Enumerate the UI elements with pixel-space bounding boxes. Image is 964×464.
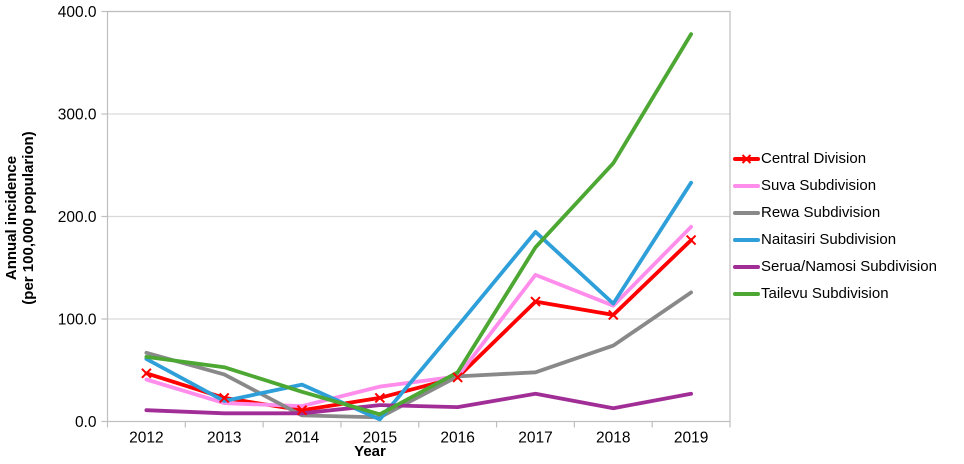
- legend-label: Suva Subdivision: [761, 177, 877, 194]
- series-line-central-division: [144, 238, 693, 413]
- x-marker-central-division: [685, 234, 697, 246]
- legend-line: [733, 264, 760, 269]
- x-tick-label: 2013: [207, 430, 241, 447]
- x-tick-label: 2014: [285, 430, 320, 447]
- series-line-rewa-subdivision: [144, 290, 693, 420]
- x-marker-central-division: [374, 392, 386, 404]
- x-marker-central-division: [141, 368, 152, 379]
- legend-swatch-suva-subdivision: [733, 181, 760, 191]
- x-marker-central-division: [296, 405, 308, 416]
- legend-item-rewa-subdivision: Rewa Subdivision: [733, 199, 937, 226]
- legend-label: Naitasiri Subdivision: [761, 231, 897, 248]
- x-marker-central-division: [452, 372, 463, 383]
- y-tick-label: 300.0: [58, 107, 97, 124]
- legend-swatch-rewa-subdivision: [733, 208, 760, 218]
- y-tick-label: 400.0: [58, 4, 97, 21]
- legend-label: Tailevu Subdivision: [761, 285, 889, 302]
- legend-item-naitasiri-subdivision: Naitasiri Subdivision: [733, 226, 937, 253]
- y-tick-label: 0.0: [75, 414, 97, 431]
- x-tick-label: 2015: [363, 430, 397, 447]
- legend-line: [733, 210, 760, 215]
- y-axis-title-line2: (per 100,000 popularion): [20, 131, 37, 305]
- legend-item-tailevu-subdivision: Tailevu Subdivision: [733, 280, 937, 307]
- series-line-serua-namosi-subdivision: [144, 391, 693, 416]
- legend-line: [733, 183, 760, 188]
- legend-label: Serua/Namosi Subdivision: [761, 258, 937, 275]
- legend-item-suva-subdivision: Suva Subdivision: [733, 172, 937, 199]
- legend-label: Central Division: [761, 150, 867, 167]
- legend-swatch-serua-namosi-subdivision: [733, 262, 760, 272]
- legend-swatch-central-division: [733, 153, 760, 164]
- x-marker-central-division: [608, 309, 619, 321]
- x-axis-title: Year: [354, 443, 386, 460]
- y-axis-title-line1: Annual incidence: [3, 155, 20, 281]
- series-line-suva-subdivision: [144, 224, 693, 409]
- y-axis-title: Annual incidence (per 100,000 popularion…: [3, 12, 43, 424]
- x-tick-label: 2016: [440, 430, 474, 447]
- series-line-naitasiri-subdivision: [144, 180, 693, 422]
- y-tick-label: 100.0: [58, 312, 97, 329]
- legend-swatch-naitasiri-subdivision: [733, 235, 760, 245]
- y-tick-label: 200.0: [58, 209, 97, 226]
- x-tick-label: 2019: [674, 430, 708, 447]
- legend: Central Division Suva Subdivision Rewa Sub…: [733, 145, 937, 307]
- legend-x-marker-icon: [741, 153, 752, 164]
- series-line-tailevu-subdivision: [144, 32, 693, 417]
- legend-label: Rewa Subdivision: [761, 204, 881, 221]
- x-tick-label: 2012: [129, 430, 163, 447]
- x-tick-label: 2017: [518, 430, 552, 447]
- legend-line: [733, 291, 760, 296]
- x-marker-central-division: [530, 296, 541, 307]
- legend-item-central-division: Central Division: [733, 145, 937, 172]
- x-marker-central-division: [219, 392, 230, 404]
- legend-swatch-tailevu-subdivision: [733, 289, 760, 299]
- legend-item-serua-namosi-subdivision: Serua/Namosi Subdivision: [733, 253, 937, 280]
- x-tick-label: 2018: [596, 430, 630, 447]
- legend-line: [733, 237, 760, 242]
